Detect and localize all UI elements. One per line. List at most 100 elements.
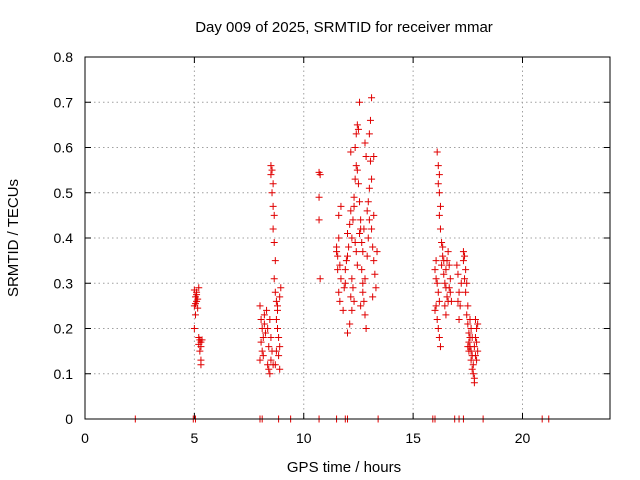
- data-point: [268, 189, 276, 197]
- data-point: [473, 356, 481, 364]
- data-point: [441, 302, 449, 310]
- data-point: [259, 352, 267, 360]
- y-tick-label: 0.7: [54, 94, 74, 110]
- data-point: [336, 261, 344, 269]
- data-point: [370, 211, 378, 219]
- y-tick-label: 0.3: [54, 275, 74, 291]
- data-point: [459, 248, 467, 256]
- data-point: [191, 311, 199, 319]
- data-point: [432, 275, 440, 283]
- data-point: [359, 279, 367, 287]
- data-point: [438, 239, 446, 247]
- data-point: [194, 295, 202, 303]
- data-point: [269, 180, 277, 188]
- data-point: [351, 175, 359, 183]
- data-point: [266, 315, 274, 323]
- data-point: [463, 279, 471, 287]
- data-point: [462, 288, 470, 296]
- data-point: [257, 315, 265, 323]
- data-point: [269, 225, 277, 233]
- data-point: [352, 248, 360, 256]
- data-point: [344, 329, 351, 337]
- data-point: [368, 225, 376, 233]
- data-point: [358, 266, 366, 274]
- x-axis-title: GPS time / hours: [287, 459, 401, 476]
- data-point: [316, 275, 324, 283]
- data-point: [260, 311, 268, 319]
- data-point: [276, 293, 284, 301]
- data-point: [468, 334, 476, 342]
- data-point: [348, 234, 356, 242]
- data-point: [358, 239, 366, 247]
- data-point: [471, 352, 479, 360]
- data-point: [341, 279, 349, 287]
- data-point: [274, 306, 281, 314]
- data-point: [315, 216, 323, 224]
- data-point: [195, 284, 203, 292]
- data-point: [462, 266, 470, 274]
- data-point: [272, 297, 280, 305]
- data-point: [190, 325, 198, 332]
- plot-frame: [84, 56, 611, 420]
- data-point: [464, 320, 472, 328]
- y-tick-label: 0.4: [54, 230, 74, 246]
- data-point: [360, 297, 368, 305]
- data-point: [436, 225, 444, 233]
- data-point: [356, 229, 364, 237]
- data-point: [276, 365, 284, 373]
- data-point: [349, 284, 357, 292]
- y-tick-label: 0.2: [54, 321, 74, 337]
- data-point: [365, 130, 373, 138]
- data-point: [443, 293, 451, 301]
- data-point: [353, 166, 361, 174]
- data-point: [267, 356, 275, 364]
- data-point: [368, 94, 376, 102]
- data-point: [352, 130, 360, 138]
- data-point: [333, 243, 341, 251]
- data-point: [473, 338, 481, 346]
- y-tick-label: 0: [65, 411, 73, 427]
- data-point: [369, 293, 377, 301]
- data-point: [257, 338, 265, 346]
- data-point: [194, 304, 202, 312]
- data-point: [446, 275, 454, 283]
- data-point: [353, 121, 361, 129]
- data-point: [445, 284, 453, 292]
- data-point: [435, 334, 443, 342]
- data-point: [370, 153, 378, 161]
- data-point: [364, 198, 372, 206]
- data-point: [361, 275, 369, 283]
- data-point: [461, 275, 469, 283]
- data-point: [337, 202, 345, 210]
- data-point: [272, 315, 280, 323]
- data-point: [454, 270, 462, 278]
- data-point: [346, 220, 354, 228]
- data-point: [335, 234, 343, 242]
- data-point: [373, 248, 381, 256]
- data-point: [366, 157, 374, 165]
- data-point: [346, 320, 354, 328]
- data-point: [369, 243, 377, 251]
- data-point: [464, 302, 472, 310]
- data-point: [454, 297, 462, 305]
- data-point: [271, 257, 279, 265]
- x-tick-label: 5: [190, 430, 198, 446]
- data-point: [348, 306, 356, 314]
- data-point: [271, 361, 279, 369]
- data-point: [275, 352, 283, 360]
- data-point: [353, 261, 361, 269]
- data-point: [463, 311, 471, 319]
- y-tick-label: 0.1: [54, 366, 74, 382]
- data-point: [197, 361, 205, 369]
- data-point: [267, 171, 275, 179]
- data-point: [265, 365, 273, 373]
- data-point: [335, 288, 343, 296]
- tick-labels: 0 5 10 15 20 0 0.1 0.2 0.3 0.4 0.5 0.6 0.7 0.8: [54, 49, 531, 446]
- data-point: [370, 257, 378, 265]
- data-point: [271, 288, 279, 296]
- data-point: [345, 243, 353, 251]
- data-point: [364, 234, 372, 242]
- data-point: [469, 361, 477, 369]
- data-point: [335, 211, 343, 219]
- data-point: [362, 325, 370, 332]
